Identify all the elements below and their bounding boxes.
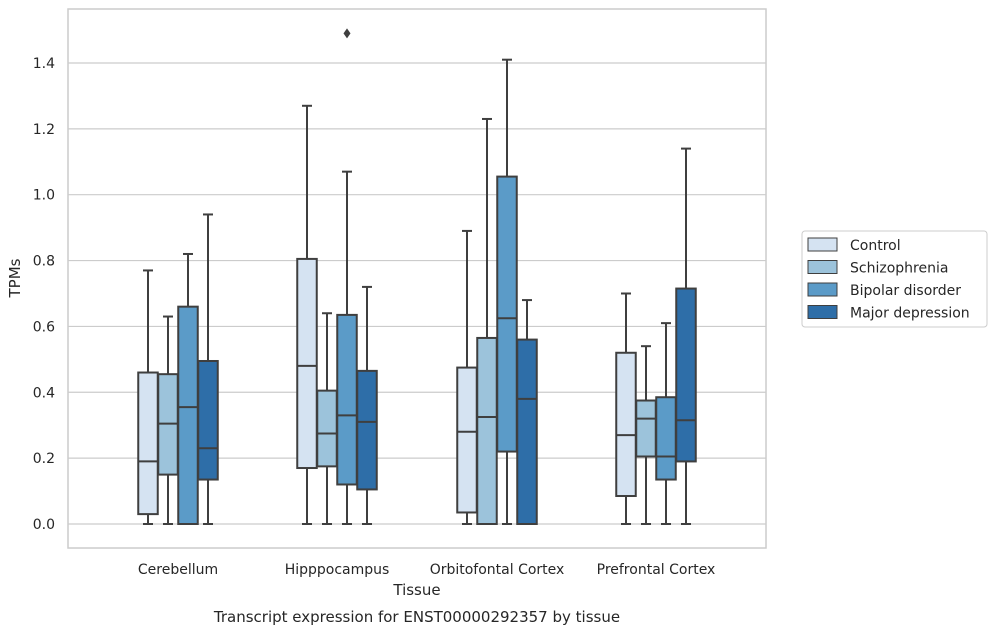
x-axis-title: Tissue: [392, 581, 440, 599]
box-iqr: [296, 257, 318, 470]
x-tick-label: Hipppocampus: [285, 562, 390, 578]
box-bipolar-disorder: [336, 28, 358, 525]
box-iqr: [516, 338, 538, 526]
y-tick-label: 0.0: [33, 517, 55, 533]
x-tick-label: Prefrontal Cortex: [597, 562, 716, 578]
y-tick-label: 0.6: [33, 319, 55, 335]
legend-label: Control: [850, 238, 901, 254]
box-iqr: [476, 336, 498, 525]
y-tick-label: 0.4: [33, 385, 55, 401]
box-iqr: [675, 287, 697, 463]
box-iqr: [456, 366, 478, 514]
legend-swatch: [807, 237, 838, 252]
plot-frame: [67, 8, 767, 549]
legend-frame: [801, 230, 988, 328]
box-iqr: [356, 369, 378, 491]
box-major-depression: [197, 213, 219, 525]
box-major-depression: [516, 299, 538, 526]
legend-swatch: [807, 260, 838, 274]
box-iqr: [137, 371, 159, 516]
y-tick-label: 1.0: [33, 188, 55, 204]
legend: Control Schizophrenia Bipolar disorder Majo…: [801, 230, 988, 328]
box-major-depression: [356, 285, 378, 525]
legend-label: Schizophrenia: [850, 261, 948, 277]
box-major-depression: [675, 147, 697, 525]
y-axis-title: TPMs: [6, 258, 24, 298]
outlier-point: [343, 28, 351, 39]
box-control: [296, 104, 318, 525]
legend-swatch: [807, 305, 838, 319]
chart-caption: Transcript expression for ENST0000029235…: [213, 608, 620, 626]
legend-label: Bipolar disorder: [850, 283, 961, 299]
box-iqr: [615, 351, 637, 498]
y-tick-label: 1.2: [33, 122, 55, 138]
box-bipolar-disorder: [655, 322, 677, 525]
box-iqr: [177, 305, 199, 525]
box-bipolar-disorder: [177, 252, 199, 525]
boxes: [137, 28, 697, 526]
box-control: [137, 269, 159, 525]
y-tick-label: 1.4: [33, 56, 55, 72]
box-iqr: [655, 396, 677, 481]
box-schizophrenia: [316, 312, 338, 525]
box-iqr: [316, 389, 338, 468]
legend-label: Major depression: [850, 306, 970, 322]
box-schizophrenia: [476, 117, 498, 525]
box-iqr: [197, 359, 219, 481]
x-tick-label: Cerebellum: [138, 562, 218, 578]
box-control: [615, 292, 637, 525]
box-bipolar-disorder: [496, 58, 518, 525]
x-tick-labels: Cerebellum Hipppocampus Orbitofontal Corte…: [138, 562, 715, 578]
x-tick-label: Orbitofontal Cortex: [430, 562, 565, 578]
box-iqr: [336, 313, 358, 486]
y-tick-labels: 0.0 0.2 0.4 0.6 0.8 1.0 1.2 1.4: [33, 56, 55, 533]
box-schizophrenia: [635, 345, 657, 525]
legend-swatch: [807, 282, 838, 297]
y-tick-label: 0.2: [33, 451, 55, 467]
box-iqr: [496, 175, 518, 453]
box-schizophrenia: [157, 315, 179, 525]
box-iqr: [635, 399, 657, 458]
box-control: [456, 229, 478, 525]
y-tick-label: 0.8: [33, 254, 55, 270]
